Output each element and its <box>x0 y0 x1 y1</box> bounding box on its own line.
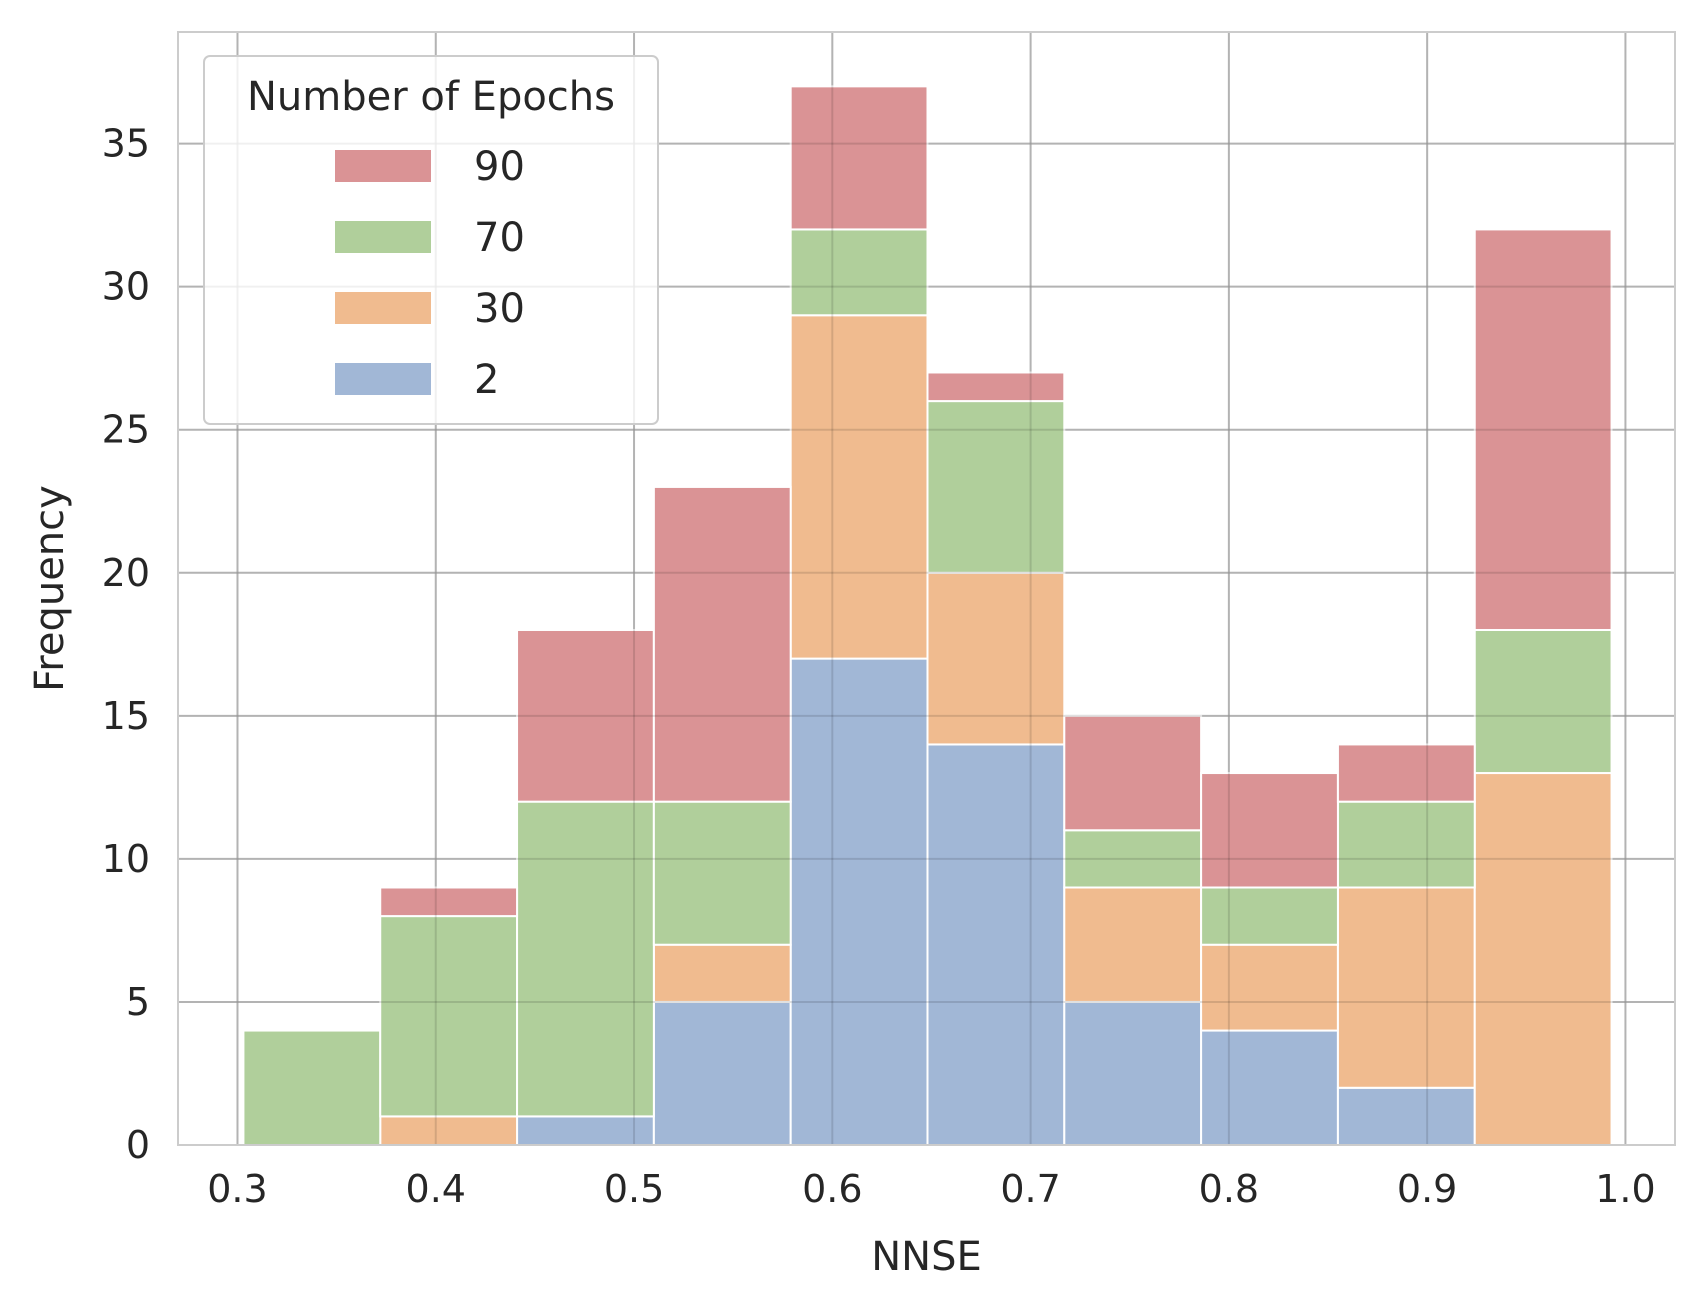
bar-segment-2 <box>1200 1029 1339 1147</box>
y-tick-label: 0 <box>126 1123 150 1167</box>
legend-swatch-90 <box>333 148 433 184</box>
bar-segment-90 <box>379 886 519 918</box>
legend-swatch-70 <box>333 219 433 255</box>
legend-label-70: 70 <box>474 215 525 261</box>
bar-segment-2 <box>652 1000 792 1146</box>
x-tick-label: 0.9 <box>1397 1167 1457 1211</box>
legend-title: Number of Epochs <box>247 74 615 120</box>
bar-segment-2 <box>789 657 929 1147</box>
x-tick-label: 0.7 <box>1000 1167 1060 1211</box>
bar-segment-30 <box>652 943 792 1003</box>
bar-segment-2 <box>1063 1000 1203 1146</box>
y-tick-label: 15 <box>102 694 150 738</box>
legend-swatch-2 <box>333 361 433 397</box>
x-tick-label: 0.4 <box>406 1167 466 1211</box>
bar-segment-90 <box>789 85 929 231</box>
y-tick-label: 20 <box>102 551 150 595</box>
bar-segment-70 <box>789 228 929 317</box>
bar-segment-90 <box>652 485 792 803</box>
bar-segment-30 <box>1200 943 1339 1032</box>
legend-label-2: 2 <box>474 357 499 403</box>
x-tick-label: 1.0 <box>1595 1167 1655 1211</box>
bar-segment-70 <box>1336 800 1476 889</box>
y-tick-label: 25 <box>102 408 150 452</box>
bar-segment-90 <box>1336 743 1476 803</box>
bar-segment-70 <box>242 1029 382 1147</box>
bar-segment-2 <box>1336 1086 1476 1147</box>
bar-segment-30 <box>926 571 1066 746</box>
bar-segment-30 <box>1336 886 1476 1089</box>
bar-segment-70 <box>652 800 792 946</box>
y-tick-label: 35 <box>102 122 150 166</box>
y-axis-ticks: 0 5 10 15 20 25 30 35 <box>102 122 150 1167</box>
x-axis-ticks: 0.3 0.4 0.5 0.6 0.7 0.8 0.9 1.0 <box>207 1167 1655 1211</box>
legend-swatch-30 <box>333 290 433 326</box>
bar-segment-90 <box>516 628 655 803</box>
legend: Number of Epochs 90 70 30 2 <box>203 55 659 425</box>
legend-label-30: 30 <box>474 286 525 332</box>
bar-segment-2 <box>926 743 1066 1146</box>
bar-segment-90 <box>1063 714 1203 832</box>
x-tick-label: 0.5 <box>604 1167 664 1211</box>
bar-segment-90 <box>926 371 1066 403</box>
bar-segment-70 <box>1473 628 1613 775</box>
bar-segment-70 <box>516 800 655 1118</box>
x-axis-label: NNSE <box>871 1234 982 1280</box>
bar-segment-30 <box>379 1115 519 1147</box>
bar-segment-90 <box>1200 772 1339 889</box>
y-tick-label: 10 <box>102 837 150 881</box>
bar-segment-70 <box>926 400 1066 574</box>
histogram-bars <box>242 85 1613 1147</box>
bar-segment-90 <box>1473 228 1613 631</box>
bar-segment-30 <box>1473 772 1613 1146</box>
bar-segment-30 <box>1063 886 1203 1003</box>
plot-frame <box>177 31 1676 1146</box>
x-tick-label: 0.8 <box>1199 1167 1259 1211</box>
legend-label-90: 90 <box>474 144 525 190</box>
legend-entries: 90 70 30 2 <box>333 144 525 403</box>
bar-segment-70 <box>379 915 519 1118</box>
x-tick-label: 0.3 <box>207 1167 267 1211</box>
y-tick-label: 30 <box>102 265 150 309</box>
y-tick-label: 5 <box>126 980 150 1024</box>
bar-segment-30 <box>789 314 929 660</box>
x-tick-label: 0.6 <box>802 1167 862 1211</box>
y-axis-label: Frequency <box>27 485 73 692</box>
bar-segment-70 <box>1200 886 1339 946</box>
